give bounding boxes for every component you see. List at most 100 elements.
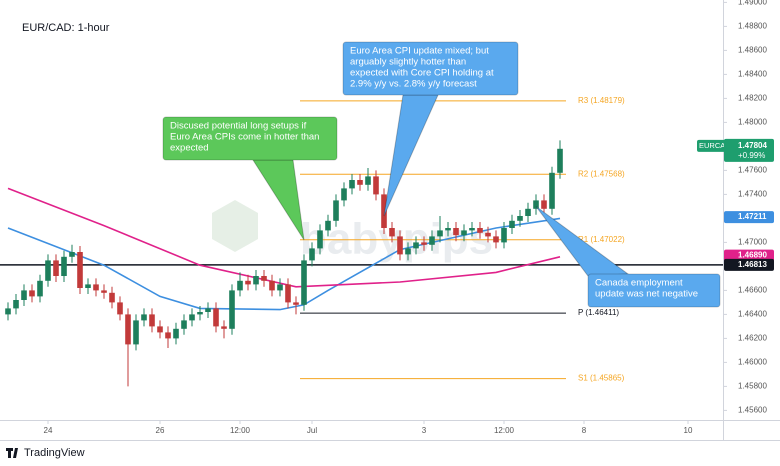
y-tick-label: 1.47600 bbox=[738, 166, 767, 175]
symbol-tag bbox=[697, 139, 727, 152]
x-tick-label: 24 bbox=[44, 426, 53, 435]
candle-body bbox=[69, 252, 75, 257]
y-tick-label: 1.48800 bbox=[738, 22, 767, 31]
candle-body bbox=[93, 284, 99, 291]
last-price-label: 1.47804 bbox=[738, 141, 767, 150]
candle-body bbox=[125, 314, 131, 345]
candle-body bbox=[253, 276, 259, 285]
candle-body bbox=[109, 292, 115, 303]
pivot-label: R3 (1.48179) bbox=[578, 96, 625, 105]
candle-body bbox=[53, 260, 59, 276]
candle-body bbox=[413, 242, 419, 249]
candle-body bbox=[157, 326, 163, 333]
candle-body bbox=[29, 290, 35, 297]
x-tick-label: Jul bbox=[307, 426, 317, 435]
pivot-label: R2 (1.47568) bbox=[578, 169, 625, 178]
candle-body bbox=[77, 252, 83, 288]
y-tick-label: 1.48200 bbox=[738, 94, 767, 103]
candle-body bbox=[389, 228, 395, 237]
candle-body bbox=[37, 280, 43, 297]
candle-body bbox=[381, 194, 387, 228]
y-tick-label: 1.48000 bbox=[738, 118, 767, 127]
callout-text: Canada employment bbox=[595, 278, 683, 289]
candle-body bbox=[461, 230, 467, 236]
candle-body bbox=[101, 290, 107, 293]
candle-body bbox=[445, 228, 451, 231]
candle-body bbox=[197, 312, 203, 315]
price-tag bbox=[724, 258, 774, 271]
x-tick-label: 26 bbox=[156, 426, 165, 435]
candle-body bbox=[533, 200, 539, 209]
x-tick-label: 12:00 bbox=[230, 426, 251, 435]
x-tick-label: 3 bbox=[422, 426, 427, 435]
watermark-group: babypips bbox=[212, 200, 493, 264]
callout-text: update was net negative bbox=[595, 289, 698, 300]
price-tag bbox=[724, 249, 774, 262]
candle-body bbox=[373, 176, 379, 195]
candle-body bbox=[293, 302, 299, 305]
candle-body bbox=[5, 308, 11, 315]
candle-body bbox=[317, 230, 323, 249]
y-tick-label: 1.46200 bbox=[738, 334, 767, 343]
watermark-logo bbox=[212, 200, 258, 252]
brand-name: TradingView bbox=[24, 447, 85, 459]
candle-body bbox=[429, 236, 435, 245]
x-tick-label: 12:00 bbox=[494, 426, 515, 435]
brand-logo bbox=[6, 448, 18, 458]
candle-body bbox=[405, 248, 411, 255]
candle-body bbox=[213, 308, 219, 327]
y-tick-label: 1.47000 bbox=[738, 238, 767, 247]
y-tick-label: 1.48600 bbox=[738, 46, 767, 55]
candle-body bbox=[21, 290, 27, 300]
candle-body bbox=[549, 172, 555, 209]
candle-body bbox=[301, 260, 307, 305]
candle-body bbox=[325, 220, 331, 231]
candle-body bbox=[277, 284, 283, 291]
y-tick-label: 1.48400 bbox=[738, 70, 767, 79]
candle-body bbox=[117, 302, 123, 315]
y-tick-label: 1.46000 bbox=[738, 358, 767, 367]
x-tick-label: 10 bbox=[684, 426, 693, 435]
candle-body bbox=[421, 242, 427, 245]
candle-body bbox=[485, 232, 491, 237]
candle-body bbox=[525, 208, 531, 216]
candle-body bbox=[85, 284, 91, 288]
candle-body bbox=[13, 300, 19, 309]
last-price-tag bbox=[724, 138, 774, 162]
candle-body bbox=[557, 148, 563, 173]
pivot-label: P (1.46411) bbox=[578, 308, 619, 317]
price-tag bbox=[724, 211, 774, 224]
candle-body bbox=[333, 200, 339, 221]
candle-body bbox=[469, 228, 475, 231]
moving-average bbox=[7, 217, 561, 311]
candle-body bbox=[509, 220, 515, 228]
candle-body bbox=[517, 216, 523, 221]
callout-box bbox=[162, 116, 338, 161]
y-tick-label: 1.45600 bbox=[738, 406, 767, 415]
candle-body bbox=[61, 256, 67, 276]
y-tick-label: 1.46400 bbox=[738, 310, 767, 319]
callout-text: expected bbox=[170, 143, 209, 154]
candle-body bbox=[261, 276, 267, 281]
y-tick-label: 1.46600 bbox=[738, 286, 767, 295]
candle-body bbox=[349, 180, 355, 189]
candle-body bbox=[205, 308, 211, 312]
candle-body bbox=[141, 314, 147, 321]
pivot-label: R1 (1.47022) bbox=[578, 235, 625, 244]
price-tag-label: 1.46813 bbox=[738, 260, 767, 269]
candle-body bbox=[237, 280, 243, 291]
candle-body bbox=[189, 314, 195, 321]
callout-box bbox=[587, 273, 721, 308]
callout-text: arguably slightly hotter than bbox=[350, 57, 466, 68]
chart-title: EUR/CAD: 1-hour bbox=[22, 22, 110, 34]
candle-body bbox=[45, 260, 51, 281]
callout-text: Euro Area CPIs come in hotter than bbox=[170, 132, 319, 143]
candle-body bbox=[165, 332, 171, 339]
callout-text: Euro Area CPI update mixed; but bbox=[350, 46, 489, 57]
symbol-label: EURCAD bbox=[699, 141, 731, 150]
moving-average bbox=[7, 187, 561, 288]
watermark: babypips bbox=[300, 215, 493, 264]
candle-body bbox=[309, 248, 315, 261]
